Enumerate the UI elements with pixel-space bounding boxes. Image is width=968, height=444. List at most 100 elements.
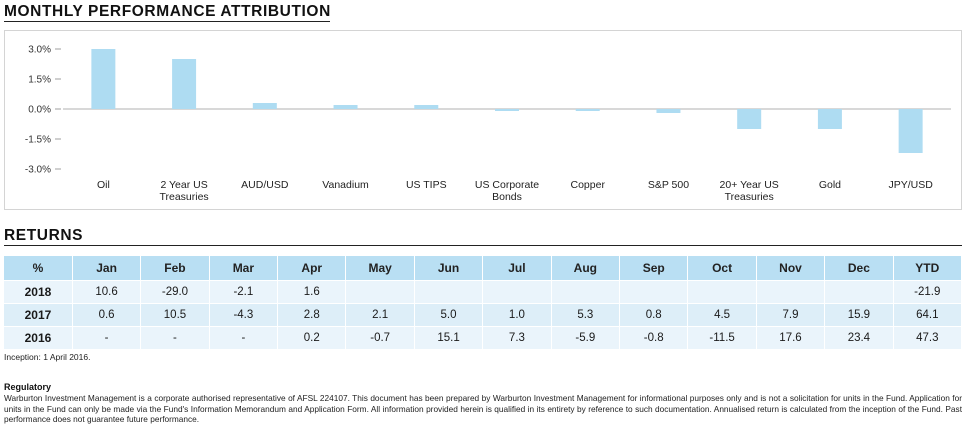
return-cell	[687, 280, 757, 304]
return-cell: 10.5	[140, 303, 210, 327]
x-category-label: Gold	[819, 179, 841, 191]
bar	[817, 109, 842, 129]
return-cell: -	[209, 326, 279, 350]
header-cell-feb: Feb	[140, 256, 210, 281]
header-cell-ytd: YTD	[893, 256, 963, 281]
x-category-label: 20+ Year US	[720, 179, 779, 191]
header-cell-percent: %	[4, 256, 73, 281]
return-cell: 15.1	[414, 326, 484, 350]
return-cell: 64.1	[893, 303, 963, 327]
x-category-label: JPY/USD	[888, 179, 933, 191]
bar-chart: 3.0%1.5%0.0%-1.5%-3.0%Oil 2 Year USTreasu…	[25, 45, 951, 203]
x-category-label: Bonds	[492, 191, 522, 203]
return-cell	[824, 280, 894, 304]
chart-section-title: MONTHLY PERFORMANCE ATTRIBUTION	[4, 3, 331, 20]
return-cell: 0.2	[277, 326, 347, 350]
return-cell: 2.1	[345, 303, 415, 327]
header-cell-nov: Nov	[756, 256, 826, 281]
return-cell: 10.6	[72, 280, 142, 304]
y-tick-label: 1.5%	[28, 75, 51, 86]
return-cell: 7.3	[482, 326, 552, 350]
y-tick-label: -1.5%	[25, 135, 51, 146]
header-cell-oct: Oct	[687, 256, 757, 281]
return-cell: -21.9	[893, 280, 963, 304]
regulatory-title: Regulatory	[4, 382, 52, 392]
return-cell: -29.0	[140, 280, 210, 304]
year-cell: 2017	[4, 303, 73, 327]
return-cell: -11.5	[687, 326, 757, 350]
x-category-label: US Corporate	[475, 179, 539, 191]
bar	[737, 109, 762, 129]
header-cell-apr: Apr	[277, 256, 347, 281]
inception-note: Inception: 1 April 2016.	[4, 352, 91, 362]
return-cell: 1.0	[482, 303, 552, 327]
return-cell: 7.9	[756, 303, 826, 327]
header-cell-aug: Aug	[551, 256, 621, 281]
bar	[414, 105, 439, 109]
return-cell: 4.5	[687, 303, 757, 327]
y-tick-label: 0.0%	[28, 105, 51, 116]
regulatory-text: Warburton Investment Management is a cor…	[4, 393, 962, 424]
bar	[333, 105, 358, 109]
return-cell: 15.9	[824, 303, 894, 327]
table-row: 2017 0.6 10.5 -4.3 2.8 2.1 5.0 1.0 5.3 0.8 4.5 7.9 1…	[4, 303, 963, 327]
return-cell: 5.0	[414, 303, 484, 327]
y-tick-label: 3.0%	[28, 45, 51, 56]
return-cell: 5.3	[551, 303, 621, 327]
return-cell: 1.6	[277, 280, 347, 304]
x-category-label: Treasuries	[725, 191, 774, 203]
bar	[91, 49, 116, 109]
header-cell-mar: Mar	[209, 256, 279, 281]
header-cell-may: May	[345, 256, 415, 281]
x-category-label: US TIPS	[406, 179, 447, 191]
bar	[252, 103, 277, 109]
x-category-label: Treasuries	[159, 191, 208, 203]
return-cell: 0.8	[619, 303, 689, 327]
x-category-label: Vanadium	[322, 179, 369, 191]
table-row: 2016- - -0.2 -0.7 15.1 7.3 -5.9 -0.8 -11.5 17.6 23…	[4, 326, 963, 350]
x-category-label: 2 Year US	[160, 179, 207, 191]
return-cell: -	[72, 326, 142, 350]
bar	[898, 109, 923, 153]
bar	[575, 109, 600, 111]
return-cell	[482, 280, 552, 304]
returns-section-title: RETURNS	[4, 227, 84, 244]
header-cell-sep: Sep	[619, 256, 689, 281]
return-cell: 47.3	[893, 326, 963, 350]
returns-header-row: % Jan Feb Mar Apr May Jun Jul Aug Sep Oct Nov Dec YTD	[4, 256, 963, 281]
header-cell-dec: Dec	[824, 256, 894, 281]
return-cell	[619, 280, 689, 304]
returns-title-underline	[4, 245, 962, 246]
year-cell: 2018	[4, 280, 73, 304]
header-cell-jan: Jan	[72, 256, 142, 281]
return-cell	[414, 280, 484, 304]
chart-title-underline	[4, 21, 330, 22]
x-category-label: Oil	[97, 179, 110, 191]
x-category-label: AUD/USD	[241, 179, 289, 191]
header-cell-jul: Jul	[482, 256, 552, 281]
return-cell: 23.4	[824, 326, 894, 350]
chart-container: 3.0% 1.5% 0.0% -1.5% -3.0% Oil 2 Year US Treasu…	[4, 30, 962, 210]
returns-table: % Jan Feb Mar Apr May Jun Jul Aug Sep Oct Nov Dec YTD…	[4, 256, 963, 350]
bar	[172, 59, 197, 109]
return-cell: -5.9	[551, 326, 621, 350]
y-tick-label: -3.0%	[25, 165, 51, 176]
return-cell	[551, 280, 621, 304]
return-cell: 0.6	[72, 303, 142, 327]
return-cell: -0.8	[619, 326, 689, 350]
x-category-label: Copper	[571, 179, 606, 191]
year-cell: 2016	[4, 326, 73, 350]
bar	[656, 109, 681, 113]
table-row: 2018 10.6 -29.0 -2.1 1.6 -21.9	[4, 280, 963, 304]
bar	[495, 109, 519, 111]
return-cell: -	[140, 326, 210, 350]
return-cell: -2.1	[209, 280, 279, 304]
return-cell	[345, 280, 415, 304]
x-category-label: S&P 500	[648, 179, 689, 191]
return-cell: 17.6	[756, 326, 826, 350]
return-cell	[756, 280, 826, 304]
return-cell: -0.7	[345, 326, 415, 350]
return-cell: 2.8	[277, 303, 347, 327]
return-cell: -4.3	[209, 303, 279, 327]
header-cell-jun: Jun	[414, 256, 484, 281]
